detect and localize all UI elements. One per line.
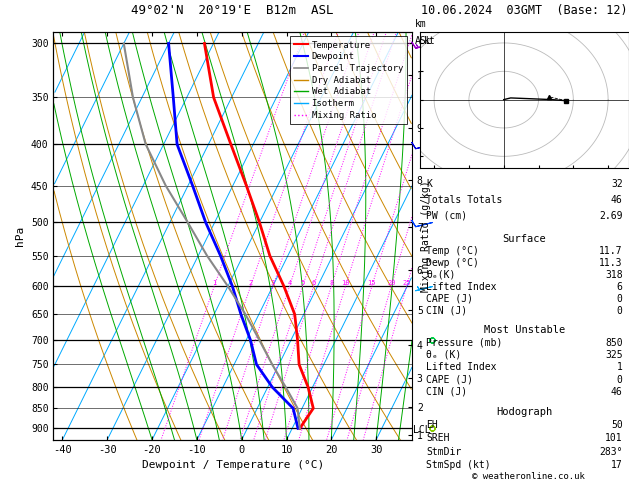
Text: 15: 15 — [367, 280, 376, 286]
Text: 25: 25 — [403, 280, 411, 286]
Text: © weatheronline.co.uk: © weatheronline.co.uk — [472, 472, 585, 481]
Text: 10.06.2024  03GMT  (Base: 12): 10.06.2024 03GMT (Base: 12) — [421, 4, 628, 17]
Text: 2: 2 — [248, 280, 253, 286]
Text: 50: 50 — [611, 420, 623, 431]
Text: 3: 3 — [271, 280, 275, 286]
Text: StmDir: StmDir — [426, 447, 462, 456]
Text: Lifted Index: Lifted Index — [426, 281, 497, 292]
Text: 11.7: 11.7 — [599, 245, 623, 256]
Text: 0: 0 — [617, 294, 623, 304]
X-axis label: Dewpoint / Temperature (°C): Dewpoint / Temperature (°C) — [142, 460, 324, 470]
Text: PW (cm): PW (cm) — [426, 210, 467, 221]
Text: 46: 46 — [611, 195, 623, 205]
Text: CAPE (J): CAPE (J) — [426, 375, 474, 384]
Text: LCL: LCL — [413, 425, 431, 435]
Legend: Temperature, Dewpoint, Parcel Trajectory, Dry Adiabat, Wet Adiabat, Isotherm, Mi: Temperature, Dewpoint, Parcel Trajectory… — [290, 36, 408, 124]
Text: CIN (J): CIN (J) — [426, 306, 467, 315]
Text: 850: 850 — [605, 338, 623, 347]
Text: 8: 8 — [329, 280, 333, 286]
Text: Most Unstable: Most Unstable — [484, 325, 565, 335]
Text: 1: 1 — [617, 362, 623, 372]
Text: Surface: Surface — [503, 234, 547, 243]
Text: CIN (J): CIN (J) — [426, 387, 467, 397]
Text: 0: 0 — [617, 375, 623, 384]
Text: ASL: ASL — [415, 36, 433, 46]
Text: Pressure (mb): Pressure (mb) — [426, 338, 503, 347]
Y-axis label: hPa: hPa — [16, 226, 25, 246]
Text: SREH: SREH — [426, 434, 450, 444]
Text: Temp (°C): Temp (°C) — [426, 245, 479, 256]
Text: 46: 46 — [611, 387, 623, 397]
Text: 325: 325 — [605, 350, 623, 360]
Text: Lifted Index: Lifted Index — [426, 362, 497, 372]
Text: Dewp (°C): Dewp (°C) — [426, 258, 479, 268]
Text: 10: 10 — [341, 280, 350, 286]
Text: 6: 6 — [311, 280, 316, 286]
Text: 0: 0 — [617, 306, 623, 315]
Text: Hodograph: Hodograph — [496, 407, 553, 417]
Text: 11.3: 11.3 — [599, 258, 623, 268]
Text: 5: 5 — [301, 280, 305, 286]
Text: kt: kt — [425, 35, 436, 46]
Text: K: K — [426, 179, 432, 189]
Text: 49°02'N  20°19'E  B12m  ASL: 49°02'N 20°19'E B12m ASL — [131, 4, 334, 17]
Text: 4: 4 — [287, 280, 292, 286]
Text: 20: 20 — [387, 280, 396, 286]
Text: CAPE (J): CAPE (J) — [426, 294, 474, 304]
Text: StmSpd (kt): StmSpd (kt) — [426, 460, 491, 469]
Text: 318: 318 — [605, 270, 623, 279]
Text: θₑ(K): θₑ(K) — [426, 270, 456, 279]
Text: 17: 17 — [611, 460, 623, 469]
Text: km: km — [415, 19, 427, 29]
Text: 6: 6 — [617, 281, 623, 292]
Text: 1: 1 — [212, 280, 216, 286]
Text: 101: 101 — [605, 434, 623, 444]
Text: Totals Totals: Totals Totals — [426, 195, 503, 205]
Text: 2.69: 2.69 — [599, 210, 623, 221]
Text: 283°: 283° — [599, 447, 623, 456]
Text: EH: EH — [426, 420, 438, 431]
Text: 32: 32 — [611, 179, 623, 189]
Text: Mixing Ratio (g/kg): Mixing Ratio (g/kg) — [421, 180, 431, 292]
Text: θₑ (K): θₑ (K) — [426, 350, 462, 360]
